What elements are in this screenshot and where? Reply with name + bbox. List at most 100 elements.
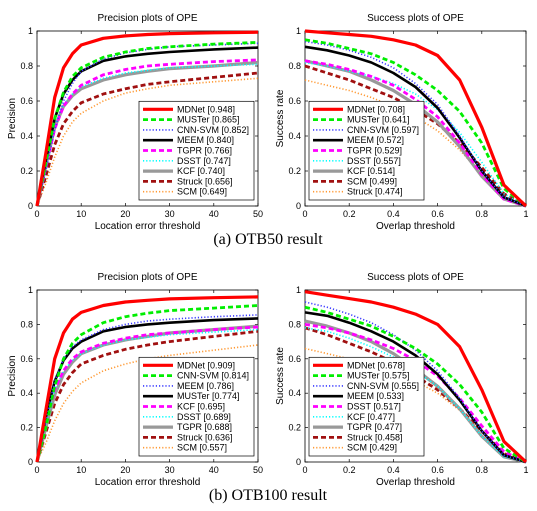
x-tick-label: 10 bbox=[76, 465, 86, 475]
y-tick-label: 0.6 bbox=[20, 354, 33, 364]
chart-title: Precision plots of OPE bbox=[97, 13, 197, 24]
series-line bbox=[35, 295, 259, 463]
y-tick-label: 0.4 bbox=[288, 388, 301, 398]
y-tick-label: 0 bbox=[296, 201, 301, 211]
x-tick-label: 0.2 bbox=[343, 465, 356, 475]
x-tick-label: 0.4 bbox=[387, 465, 400, 475]
x-tick-label: 0 bbox=[34, 465, 39, 475]
chart-otb50-success: 0 0.2 0.4 0.6 0.8 1 0 0.2 0.4 0.6 0.8 1 Success plot… bbox=[275, 13, 529, 232]
x-tick-label: 0.8 bbox=[476, 209, 489, 219]
series-line bbox=[304, 45, 527, 208]
legend-entry: Struck [0.458] bbox=[347, 432, 403, 442]
y-tick-label: 1 bbox=[28, 285, 33, 295]
legend-entry: MUSTer [0.865] bbox=[177, 115, 240, 125]
y-axis-label: Precision bbox=[7, 355, 18, 396]
legend-entry: MDNet [0.678] bbox=[347, 360, 405, 370]
legend-entry: MUSTer [0.641] bbox=[347, 115, 410, 125]
series-line bbox=[304, 38, 527, 208]
legend-entry: CNN-SVM [0.597] bbox=[347, 125, 419, 135]
legend-entry: MDNet [0.948] bbox=[177, 104, 235, 114]
series-line bbox=[304, 29, 528, 208]
legend-entry: MDNet [0.708] bbox=[347, 104, 405, 114]
legend-entry: KCF [0.740] bbox=[177, 166, 225, 176]
caption-otb100: (b) OTB100 result bbox=[209, 487, 328, 504]
legend-entry: Struck [0.656] bbox=[177, 176, 233, 186]
chart-title: Success plots of OPE bbox=[367, 13, 464, 24]
y-tick-label: 0.2 bbox=[20, 166, 33, 176]
x-tick-label: 0.2 bbox=[343, 209, 356, 219]
series-line bbox=[304, 64, 527, 208]
legend-entry: KCF [0.695] bbox=[177, 402, 225, 412]
plot-frame bbox=[36, 289, 259, 463]
y-tick-label: 0 bbox=[28, 201, 33, 211]
legend-entry: SCM [0.649] bbox=[177, 187, 227, 197]
legend-entry: SCM [0.429] bbox=[347, 443, 397, 453]
x-tick-label: 1 bbox=[523, 465, 528, 475]
y-tick-label: 0.6 bbox=[20, 96, 33, 106]
y-tick-label: 0.2 bbox=[288, 423, 301, 433]
legend-box bbox=[138, 356, 255, 457]
series-line bbox=[35, 329, 259, 463]
x-tick-label: 0 bbox=[302, 465, 307, 475]
y-tick-label: 0.6 bbox=[288, 96, 301, 106]
series-line bbox=[35, 58, 259, 207]
y-tick-label: 0.8 bbox=[288, 61, 301, 71]
series-line bbox=[304, 290, 528, 464]
series-line bbox=[36, 344, 259, 463]
x-tick-label: 20 bbox=[120, 209, 130, 219]
y-tick-label: 0.4 bbox=[20, 131, 33, 141]
legend-entry: CNN-SVM [0.852] bbox=[177, 125, 249, 135]
legend-entry: TGPR [0.477] bbox=[347, 422, 402, 432]
series-lines bbox=[304, 29, 528, 208]
x-tick-label: 50 bbox=[253, 465, 263, 475]
legend-entry: DSST [0.747] bbox=[177, 156, 231, 166]
x-axis-label: Location error threshold bbox=[95, 477, 201, 488]
y-tick-label: 0 bbox=[28, 457, 33, 467]
legend-entry: TGPR [0.688] bbox=[177, 422, 232, 432]
y-tick-label: 0.2 bbox=[20, 423, 33, 433]
series-line bbox=[36, 314, 259, 463]
legend-entry: CNN-SVM [0.814] bbox=[177, 371, 249, 381]
x-tick-label: 40 bbox=[209, 209, 219, 219]
legend-entry: MEEM [0.572] bbox=[347, 135, 404, 145]
y-tick-label: 0.8 bbox=[20, 319, 33, 329]
series-line bbox=[304, 61, 527, 207]
legend-entry: TGPR [0.529] bbox=[347, 146, 402, 156]
x-axis-label: Overlap threshold bbox=[376, 221, 455, 232]
series-lines bbox=[35, 295, 259, 463]
x-tick-label: 10 bbox=[76, 209, 86, 219]
y-tick-label: 0.8 bbox=[20, 61, 33, 71]
x-tick-label: 40 bbox=[209, 465, 219, 475]
series-line bbox=[304, 301, 527, 463]
legend-entry: SCM [0.499] bbox=[347, 176, 397, 186]
x-tick-label: 30 bbox=[165, 465, 175, 475]
chart-title: Precision plots of OPE bbox=[97, 272, 197, 283]
x-tick-label: 0 bbox=[34, 209, 39, 219]
x-tick-label: 20 bbox=[120, 465, 130, 475]
series-line bbox=[304, 305, 527, 464]
y-tick-label: 1 bbox=[296, 26, 301, 36]
y-tick-label: 1 bbox=[28, 26, 33, 36]
chart-title: Success plots of OPE bbox=[367, 272, 464, 283]
legend: MDNet [0.678]MUSTer [0.575]CNN-SVM [0.55… bbox=[308, 356, 425, 457]
plot-frame bbox=[36, 30, 259, 207]
legend-entry: SCM [0.557] bbox=[177, 443, 227, 453]
legend-entry: TGPR [0.766] bbox=[177, 146, 232, 156]
x-tick-label: 0.4 bbox=[387, 209, 400, 219]
series-line bbox=[36, 42, 259, 207]
y-axis-label: Success rate bbox=[275, 89, 286, 147]
series-line bbox=[36, 328, 259, 463]
y-tick-label: 0.4 bbox=[288, 131, 301, 141]
legend: MDNet [0.909]CNN-SVM [0.814]MEEM [0.786]… bbox=[138, 356, 255, 457]
series-lines bbox=[35, 30, 259, 207]
legend-entry: Struck [0.636] bbox=[177, 432, 233, 442]
x-tick-label: 0.8 bbox=[476, 465, 489, 475]
legend-entry: Struck [0.474] bbox=[347, 187, 403, 197]
y-axis-label: Success rate bbox=[275, 347, 286, 405]
y-tick-label: 0.2 bbox=[288, 166, 301, 176]
legend-box bbox=[308, 356, 425, 457]
y-tick-label: 0 bbox=[296, 457, 301, 467]
legend-box bbox=[138, 100, 255, 201]
x-tick-label: 50 bbox=[253, 209, 263, 219]
